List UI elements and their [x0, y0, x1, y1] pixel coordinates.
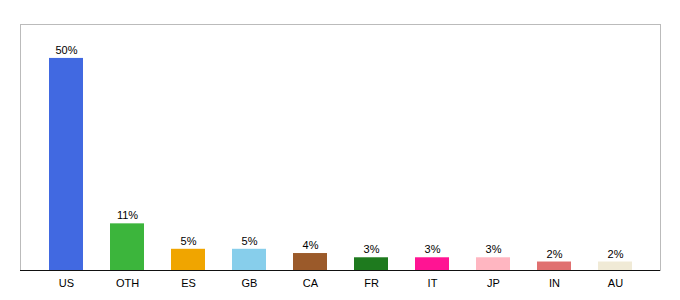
svg-text:3%: 3% — [425, 243, 441, 255]
svg-text:5%: 5% — [181, 235, 197, 247]
svg-text:ES: ES — [181, 277, 196, 289]
svg-text:FR: FR — [364, 277, 379, 289]
svg-text:OTH: OTH — [116, 277, 139, 289]
svg-text:50%: 50% — [55, 44, 77, 56]
svg-text:GB: GB — [242, 277, 258, 289]
svg-text:3%: 3% — [364, 243, 380, 255]
svg-text:2%: 2% — [547, 248, 563, 260]
svg-text:5%: 5% — [242, 235, 258, 247]
svg-text:IN: IN — [549, 277, 560, 289]
svg-text:CA: CA — [303, 277, 319, 289]
svg-text:3%: 3% — [486, 243, 502, 255]
svg-text:US: US — [59, 277, 74, 289]
svg-text:AU: AU — [608, 277, 623, 289]
svg-text:2%: 2% — [608, 248, 624, 260]
svg-text:11%: 11% — [117, 209, 138, 221]
svg-text:4%: 4% — [303, 239, 319, 251]
svg-text:JP: JP — [487, 277, 500, 289]
svg-text:IT: IT — [428, 277, 438, 289]
